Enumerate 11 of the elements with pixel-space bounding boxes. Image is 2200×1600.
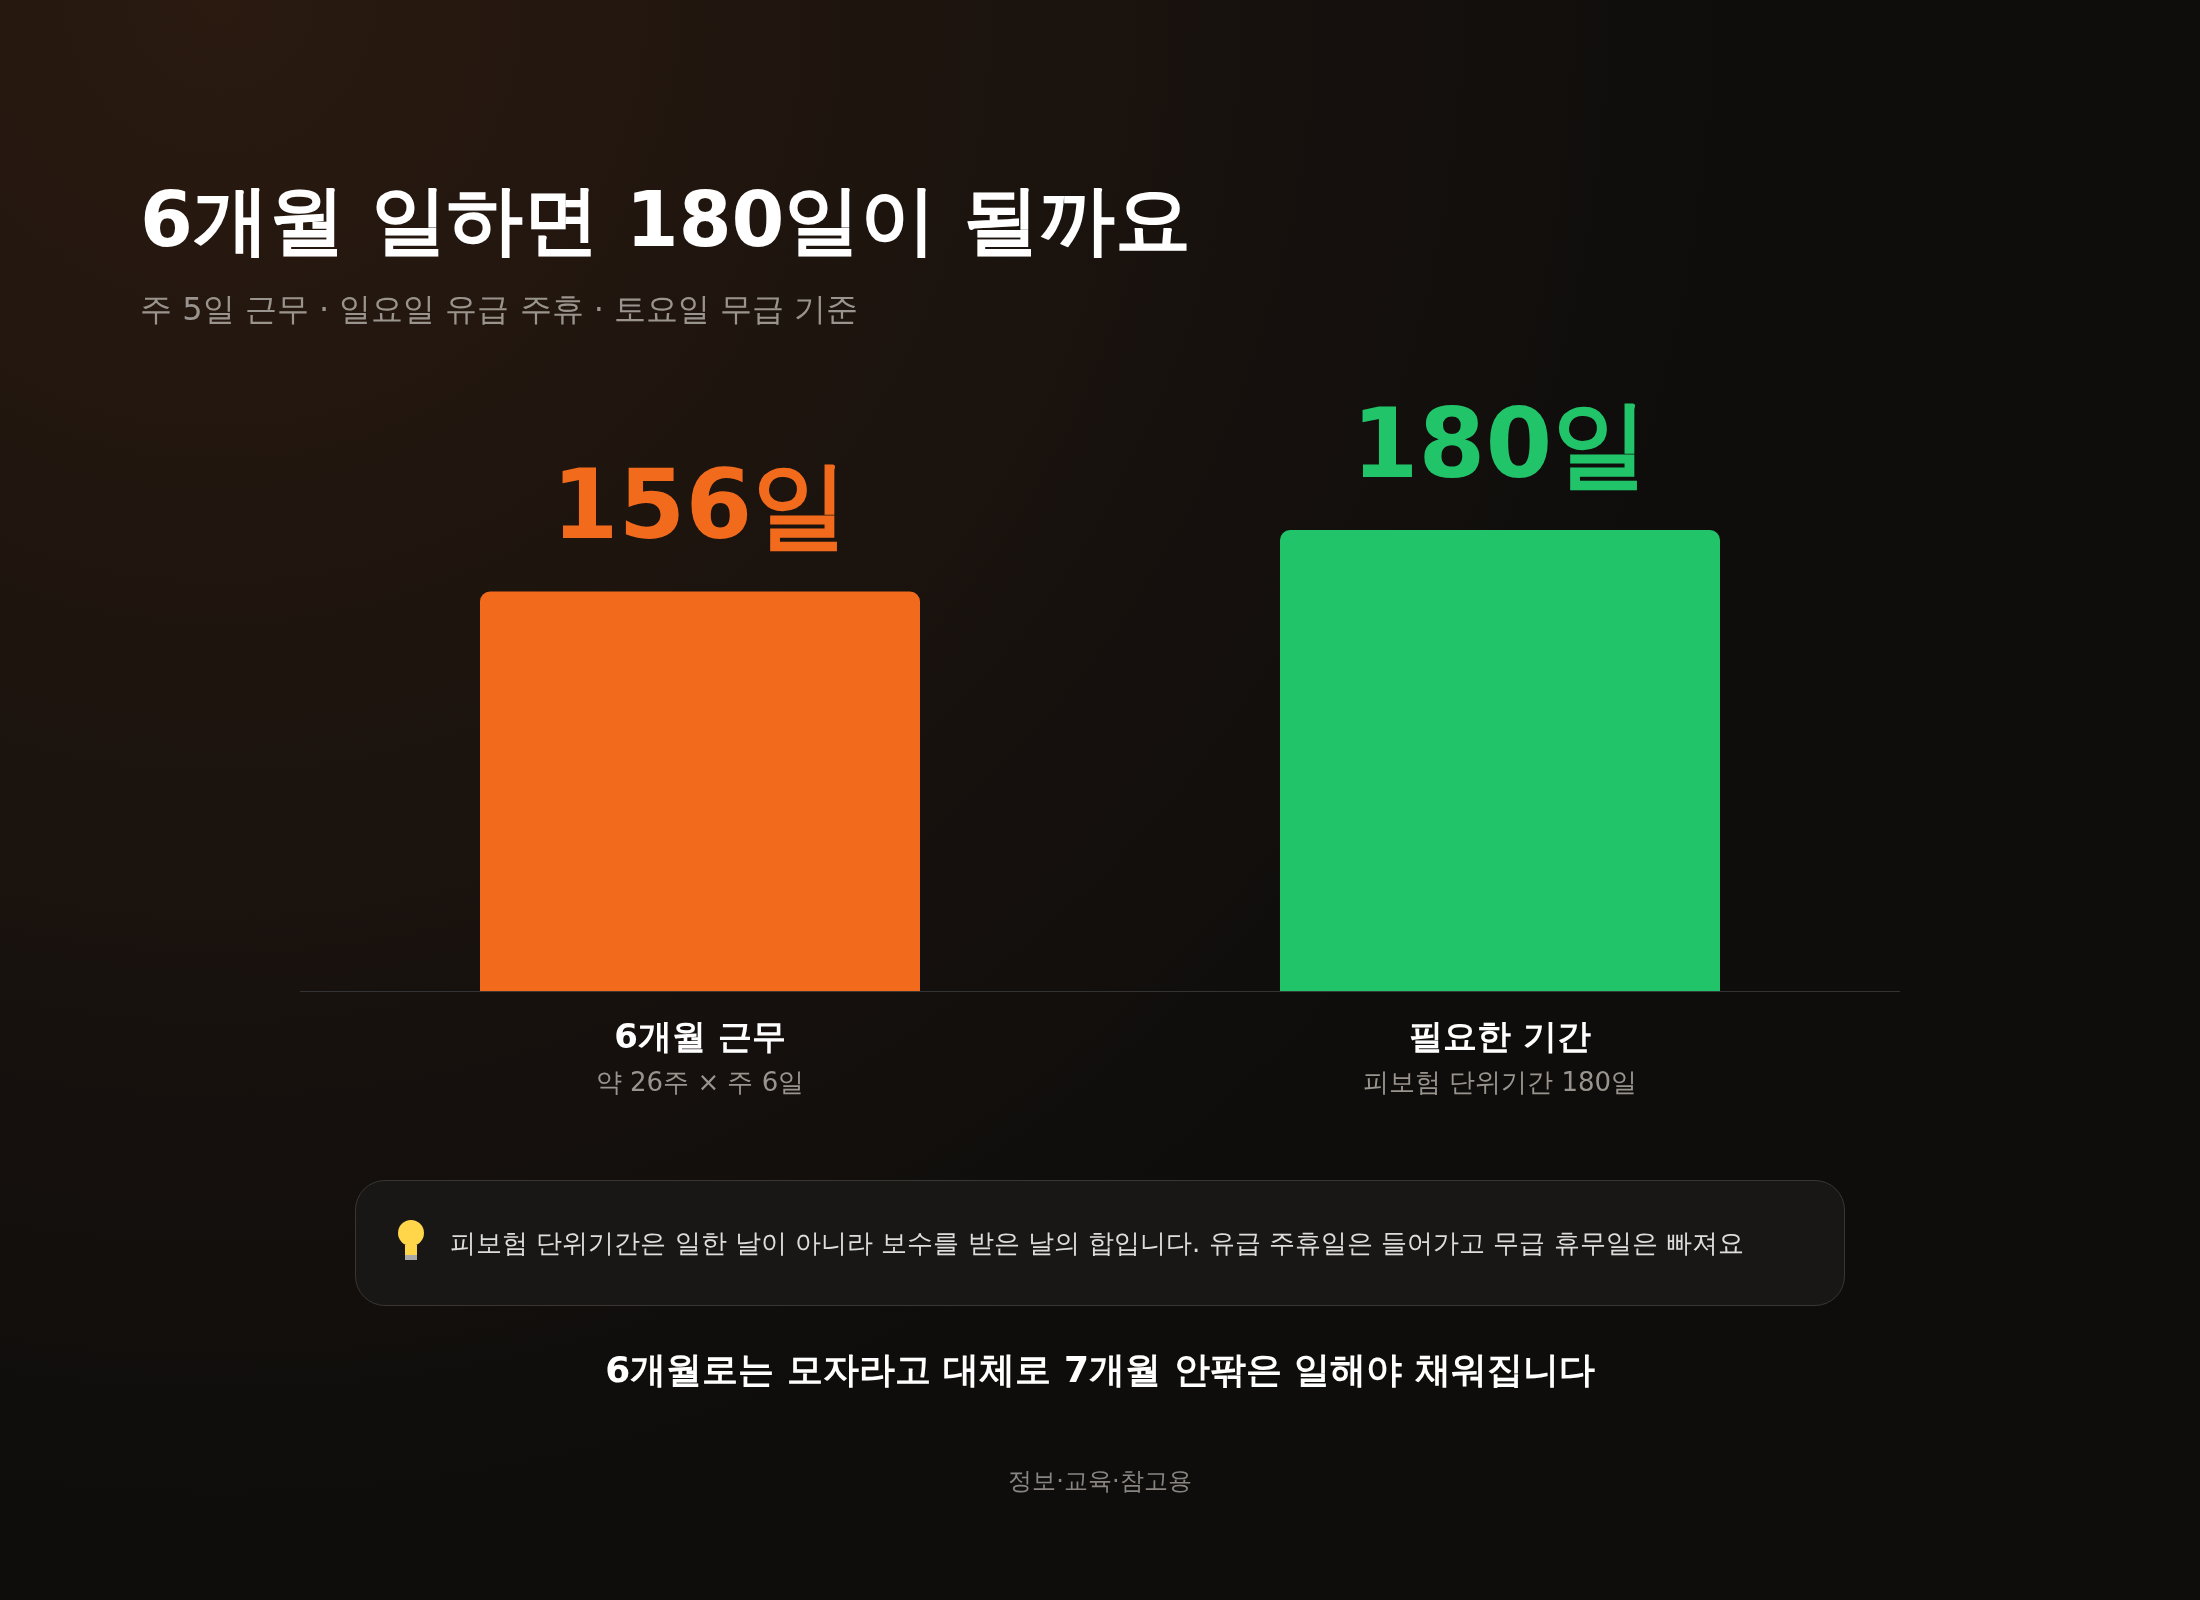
x-tick-label: 6개월 근무 — [614, 1016, 786, 1057]
text: 정보·교육·참고용 — [1007, 1466, 1193, 1497]
chart-title: 6개월 일하면 180일이 될까요 — [140, 174, 1191, 266]
data-label: 156일 — [551, 449, 849, 562]
text: 피보험 단위기간 180일 — [1362, 1066, 1638, 1097]
text: 약 26주 × 주 6일 — [595, 1066, 805, 1097]
data-label: 180일 — [1351, 387, 1649, 500]
x-tick-label: 필요한 기간 — [1409, 1016, 1591, 1057]
chart-subtitle: 주 5일 근무 · 일요일 유급 주휴 · 토요일 무급 기준 — [140, 289, 859, 330]
text: 피보험 단위기간은 일한 날이 아니라 보수를 받은 날의 합입니다. 유급 주휴일은 들어가고 무급 휴무일은 빠져요 — [450, 1226, 1744, 1260]
text: 6개월로는 모자라고 대체로 7개월 안팎은 일해야 채워집니다 — [604, 1348, 1596, 1392]
